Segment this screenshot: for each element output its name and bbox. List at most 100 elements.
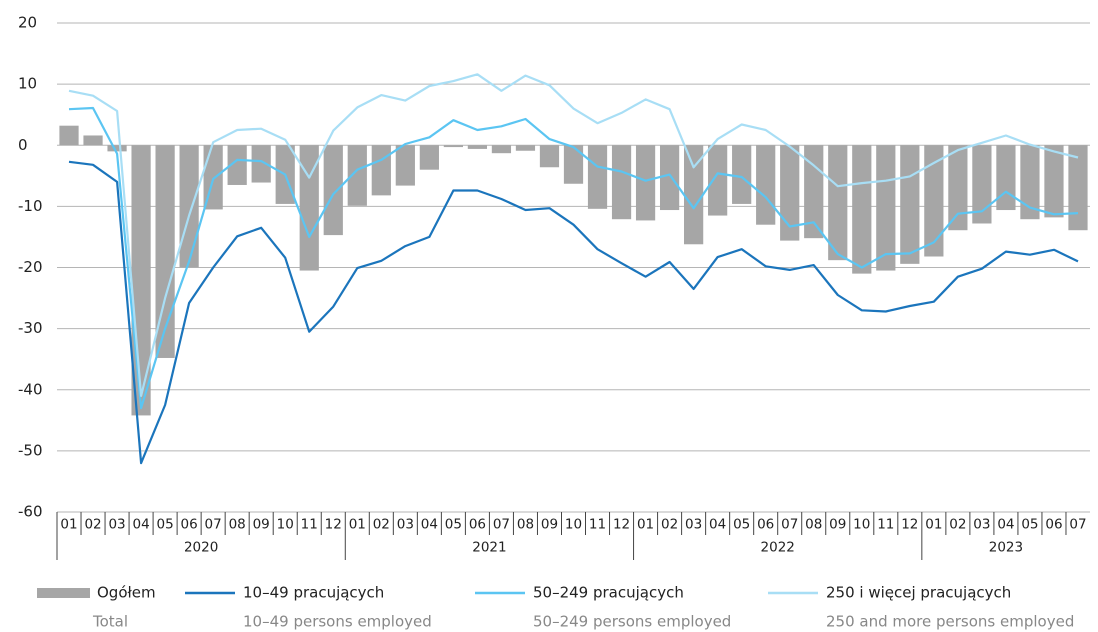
- x-tick-label: 04: [709, 517, 726, 533]
- bar: [1020, 145, 1040, 220]
- x-tick-label: 05: [733, 517, 750, 533]
- x-tick-label: 11: [877, 517, 894, 533]
- bar: [635, 145, 656, 221]
- bar: [155, 145, 175, 358]
- x-tick-label: 07: [1069, 517, 1086, 533]
- x-tick-label: 12: [613, 517, 630, 533]
- x-tick-label: 02: [84, 517, 101, 533]
- x-tick-label: 07: [493, 517, 510, 533]
- y-tick-label: -60: [18, 503, 43, 521]
- year-label: 2020: [184, 540, 218, 556]
- bar: [491, 145, 512, 154]
- x-tick-label: 01: [349, 517, 366, 533]
- x-tick-label: 04: [132, 517, 149, 533]
- legend-label-en: 50–249 persons employed: [533, 613, 731, 631]
- x-tick-label: 03: [973, 517, 990, 533]
- x-tick-label: 12: [325, 517, 342, 533]
- bar: [467, 145, 488, 149]
- x-tick-label: 03: [108, 517, 125, 533]
- bar: [59, 125, 79, 146]
- x-tick-label: 01: [925, 517, 942, 533]
- line-series: [68, 73, 1079, 397]
- line-series: [68, 160, 1079, 465]
- bar: [756, 145, 776, 225]
- bar: [876, 145, 896, 271]
- x-tick-label: 05: [157, 517, 174, 533]
- x-tick-label: 06: [181, 517, 198, 533]
- bar: [972, 145, 992, 224]
- x-tick-label: 11: [301, 517, 318, 533]
- bar: [587, 145, 608, 209]
- bar: [948, 145, 968, 231]
- bar: [299, 145, 319, 271]
- legend-label: Ogółem: [97, 584, 156, 602]
- y-tick-label: -10: [18, 197, 43, 215]
- y-tick-label: 0: [18, 136, 28, 154]
- bar: [563, 145, 584, 184]
- x-tick-label: 11: [589, 517, 606, 533]
- bar: [684, 145, 704, 245]
- bar: [900, 145, 920, 264]
- y-tick-label: -20: [18, 258, 43, 276]
- x-tick-label: 08: [517, 517, 534, 533]
- bar: [996, 145, 1016, 211]
- bar: [828, 145, 848, 261]
- legend-swatch: [37, 588, 90, 598]
- bar: [611, 145, 632, 220]
- y-tick-label: 20: [18, 14, 37, 32]
- bar: [419, 145, 439, 170]
- x-tick-label: 07: [781, 517, 798, 533]
- x-tick-label: 10: [565, 517, 582, 533]
- legend-label: 250 i więcej pracujących: [826, 584, 1011, 602]
- bar: [1068, 145, 1088, 231]
- x-tick-label: 02: [661, 517, 678, 533]
- bar: [83, 135, 103, 146]
- bar: [780, 145, 800, 241]
- x-tick-label: 08: [229, 517, 246, 533]
- legend-label: 10–49 pracujących: [243, 584, 384, 602]
- bar: [708, 145, 728, 216]
- bar: [371, 145, 391, 196]
- bar: [539, 145, 560, 168]
- y-tick-label: -40: [18, 380, 43, 398]
- x-tick-label: 09: [253, 517, 270, 533]
- bar: [107, 145, 127, 152]
- bar: [924, 145, 944, 257]
- bar: [732, 145, 752, 204]
- x-tick-label: 06: [1045, 517, 1062, 533]
- legend-label-en: Total: [92, 613, 128, 631]
- bar: [515, 145, 536, 151]
- x-tick-label: 02: [373, 517, 390, 533]
- x-tick-label: 09: [541, 517, 558, 533]
- bar: [227, 145, 247, 185]
- x-tick-label: 08: [805, 517, 822, 533]
- year-label: 2022: [761, 540, 795, 556]
- legend-label: 50–249 pracujących: [533, 584, 684, 602]
- bar: [659, 145, 680, 211]
- line-series: [68, 106, 1079, 410]
- bar: [251, 145, 271, 183]
- bar: [1044, 145, 1064, 218]
- x-tick-label: 10: [277, 517, 294, 533]
- x-tick-label: 05: [445, 517, 462, 533]
- bar: [443, 145, 463, 148]
- x-tick-label: 01: [60, 517, 77, 533]
- x-tick-label: 06: [757, 517, 774, 533]
- x-tick-label: 02: [949, 517, 966, 533]
- x-tick-label: 01: [637, 517, 654, 533]
- x-tick-label: 07: [205, 517, 222, 533]
- legend-label-en: 10–49 persons employed: [243, 613, 432, 631]
- legend-label-en: 250 and more persons employed: [826, 613, 1074, 631]
- year-label: 2021: [472, 540, 506, 556]
- x-tick-label: 06: [469, 517, 486, 533]
- bar: [347, 145, 367, 206]
- x-tick-label: 12: [901, 517, 918, 533]
- x-tick-label: 10: [853, 517, 870, 533]
- y-tick-label: 10: [18, 75, 37, 93]
- bar: [852, 145, 872, 274]
- bar: [395, 145, 415, 186]
- year-label: 2023: [989, 540, 1023, 556]
- x-tick-label: 05: [1021, 517, 1038, 533]
- y-tick-label: -30: [18, 319, 43, 337]
